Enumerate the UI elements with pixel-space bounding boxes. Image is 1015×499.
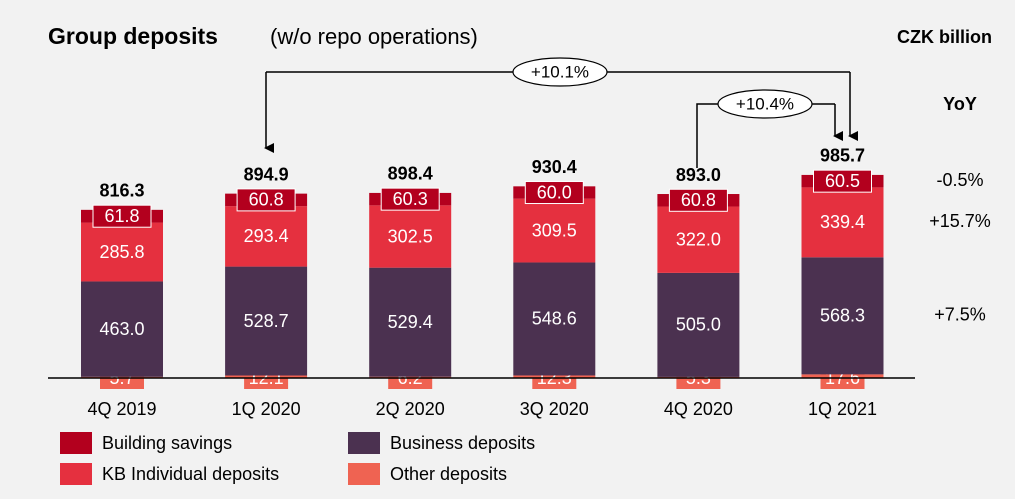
unit-label: CZK billion	[897, 27, 992, 47]
value-label: 60.3	[393, 189, 428, 209]
value-label: 285.8	[99, 242, 144, 262]
total-label: 898.4	[388, 164, 433, 184]
legend-label: Building savings	[102, 433, 232, 453]
bar-segment	[81, 222, 163, 282]
legend-label: Business deposits	[390, 433, 535, 453]
total-label: 985.7	[820, 146, 865, 166]
value-label: 528.7	[244, 311, 289, 331]
total-label: 930.4	[532, 157, 577, 177]
bar-segment	[657, 206, 740, 273]
label-box	[813, 169, 872, 193]
bar-segment	[657, 272, 740, 377]
value-label: 60.0	[537, 182, 572, 202]
x-tick-label: 1Q 2021	[808, 399, 877, 419]
total-label: 894.9	[244, 164, 289, 184]
total-label: 893.0	[676, 165, 721, 185]
value-label: 60.5	[825, 171, 860, 191]
chart-title: Group deposits	[48, 23, 218, 49]
value-label: 309.5	[532, 220, 577, 240]
bar-segment	[513, 262, 596, 376]
bar-segment	[369, 205, 452, 268]
bar-segment	[801, 187, 884, 258]
value-label: 293.4	[244, 226, 289, 246]
bar-segment	[369, 267, 452, 377]
x-tick-label: 2Q 2020	[376, 399, 445, 419]
bar-segment	[513, 198, 596, 263]
label-box	[236, 188, 296, 212]
value-label: 60.8	[681, 190, 716, 210]
x-tick-label: 4Q 2019	[87, 399, 156, 419]
annotation: +10.1%	[531, 62, 589, 81]
legend-swatch	[348, 432, 380, 454]
legend-label: KB Individual deposits	[102, 464, 279, 484]
value-label: 529.4	[388, 312, 433, 332]
value-label: 548.6	[532, 309, 577, 329]
value-label: 463.0	[99, 319, 144, 339]
label-box	[668, 188, 728, 212]
bar-segment	[225, 266, 308, 376]
yoy-label: +7.5%	[934, 305, 986, 325]
yoy-header: YoY	[943, 94, 977, 114]
legend-swatch	[60, 463, 92, 485]
value-label: 302.5	[388, 226, 433, 246]
value-label: 568.3	[820, 306, 865, 326]
bar-segment	[225, 206, 308, 267]
x-tick-label: 1Q 2020	[232, 399, 301, 419]
yoy-label: -0.5%	[936, 170, 983, 190]
annotation-bubble	[512, 57, 608, 87]
label-box	[524, 181, 584, 205]
legend-label: Other deposits	[390, 464, 507, 484]
value-label: 61.8	[104, 206, 139, 226]
x-tick-label: 4Q 2020	[664, 399, 733, 419]
annotation: +10.4%	[736, 94, 794, 113]
value-label: 339.4	[820, 212, 865, 232]
value-label: 60.8	[249, 190, 284, 210]
annotation-bubble	[717, 89, 813, 119]
legend-swatch	[60, 432, 92, 454]
value-label: 505.0	[676, 315, 721, 335]
total-label: 816.3	[99, 181, 144, 201]
label-box	[380, 187, 440, 211]
chart-subtitle: (w/o repo operations)	[270, 24, 478, 49]
bar-segment	[801, 257, 884, 375]
value-label: 322.0	[676, 229, 721, 249]
label-box	[92, 204, 152, 228]
yoy-label: +15.7%	[929, 211, 991, 231]
legend-swatch	[348, 463, 380, 485]
x-tick-label: 3Q 2020	[520, 399, 589, 419]
bar-segment	[81, 281, 163, 377]
